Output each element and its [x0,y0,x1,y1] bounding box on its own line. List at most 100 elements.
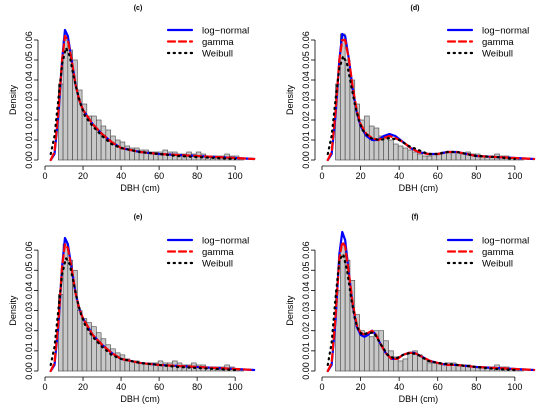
y-tick-label: 0.05 [24,261,34,279]
x-tick-label: 80 [192,171,202,181]
histogram-bar [383,137,389,161]
y-tick-label: 0.05 [301,261,311,279]
histogram-bar [450,151,457,161]
x-tick-label: 80 [471,382,481,392]
panel-title: (d) [411,5,420,12]
chart-panel-d: (d) 0.00 0.01 0.02 0.03 0.04 0.05 0.06 0 20 40 60 80… [285,5,536,193]
legend-entry: gamma [482,37,514,48]
y-axis-label: Density [285,84,295,115]
x-tick-label: 80 [471,171,481,181]
histogram-bar [421,155,428,161]
y-tick-label: 0.04 [301,282,311,300]
x-tick-label: 60 [154,171,164,181]
x-tick-label: 20 [78,382,88,392]
histogram-bar [446,151,452,161]
y-tick-label: 0.02 [24,111,34,129]
y-tick-label: 0.03 [301,91,311,109]
series-line-gamma [49,242,256,373]
legend-entry: log−normal [202,236,249,247]
y-tick-label: 0.03 [24,302,34,320]
x-tick-label: 60 [433,382,443,392]
histogram-bar [119,354,126,372]
histogram-bar [388,350,394,372]
x-tick-label: 40 [116,382,126,392]
y-tick-label: 0.06 [301,241,311,259]
chart-panel-c: (c) 0.00 0.01 0.02 0.03 0.04 0.05 0.06 0 20 40 60 80… [8,5,256,193]
y-tick-label: 0.02 [301,322,311,340]
histogram-bar [100,125,107,161]
legend-entry: gamma [482,247,514,258]
x-tick-label: 40 [394,171,404,181]
x-axis-label: DBH (cm) [399,183,439,193]
x-tick-label: 20 [78,171,88,181]
y-tick-label: 0.05 [24,51,34,69]
chart-panel-e: (e) 0.00 0.01 0.02 0.03 0.04 0.05 0.06 0 20 40 60 80… [8,214,256,404]
histogram-bar [67,259,73,372]
histogram-bar [441,364,447,372]
histogram-bar [417,153,423,161]
y-tick-label: 0.01 [24,342,34,360]
legend-entry: log−normal [482,26,529,37]
legend-entry: Weibull [202,49,233,60]
y-tick-label: 0.04 [301,71,311,89]
y-axis-label: Density [8,84,18,115]
legend-entry: Weibull [202,259,233,270]
legend-entry: log−normal [482,236,529,247]
x-axis-label: DBH (cm) [120,183,160,193]
x-tick-label: 0 [42,382,47,392]
legend-entry: gamma [202,37,234,48]
histogram-bar [421,358,428,372]
series-line-gamma [326,38,536,162]
legend-entry: Weibull [482,259,513,270]
histogram-bar [373,127,380,161]
histogram-bar [119,141,126,161]
x-tick-label: 20 [356,382,366,392]
y-tick-label: 0.05 [301,51,311,69]
chart-panel-f: (f) 0.00 0.01 0.02 0.03 0.04 0.05 0.06 0 20 40 60 80… [285,214,536,404]
histogram-bar [397,145,404,161]
x-tick-label: 100 [228,171,243,181]
y-tick-label: 0.00 [301,362,311,380]
histogram-bar [388,139,394,161]
y-tick-label: 0.04 [24,71,34,89]
x-tick-label: 20 [356,171,366,181]
histogram-bar [393,143,399,161]
y-axis-label: Density [8,295,18,326]
histogram-bar [96,119,102,161]
histogram-bar [364,334,370,372]
x-axis-label: DBH (cm) [120,394,160,404]
histogram-bar [431,362,438,372]
histogram-bar [426,362,433,372]
histogram-bar [110,135,116,161]
y-tick-label: 0.01 [301,131,311,149]
histogram-bar [368,336,375,372]
x-tick-label: 0 [319,382,324,392]
histogram-bar [407,352,413,372]
y-tick-label: 0.06 [24,241,34,259]
y-tick-label: 0.02 [301,111,311,129]
histogram-bar [402,147,409,161]
series-line-weibull [326,54,516,161]
histogram-bar [402,358,409,372]
series-line-weibull [326,253,516,372]
x-tick-label: 0 [42,171,47,181]
x-tick-label: 80 [192,382,202,392]
y-tick-label: 0.00 [24,151,34,169]
x-tick-label: 100 [507,171,522,181]
histogram-bar [412,151,418,161]
histogram-bar [115,139,121,161]
y-tick-label: 0.06 [24,31,34,49]
histogram-bar [378,330,385,372]
legend-entry: Weibull [482,49,513,60]
x-axis-label: DBH (cm) [399,394,439,404]
y-tick-label: 0.06 [301,31,311,49]
histogram-bar [426,155,433,161]
panel-title: (c) [134,5,143,12]
histogram-bar [407,149,413,161]
panel-title: (e) [134,214,143,221]
y-tick-label: 0.03 [24,91,34,109]
